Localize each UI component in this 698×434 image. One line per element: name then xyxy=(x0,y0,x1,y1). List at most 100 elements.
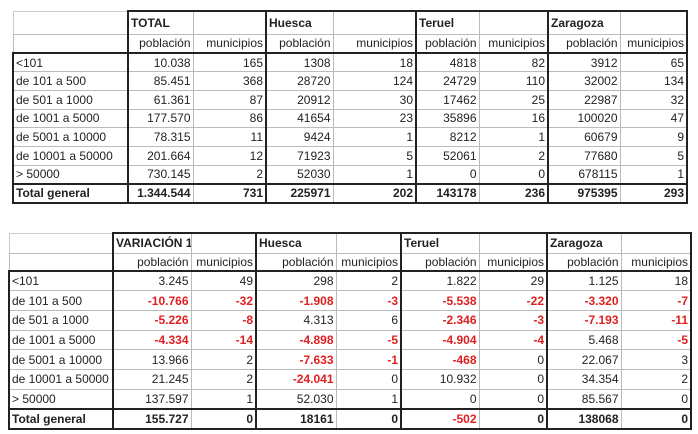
municipios-cell: 0 xyxy=(478,407,548,430)
table-row: de 10001 a 50000 21.245 2 -24.041 0 10.932 0 34… xyxy=(8,368,692,390)
subheader-municipios: municipios xyxy=(192,33,267,54)
poblacion-cell: 10.932 xyxy=(400,368,480,390)
municipios-cell: -5 xyxy=(335,329,402,351)
municipios-cell: 47 xyxy=(619,108,688,129)
group-header: Zaragoza xyxy=(547,10,621,35)
table-row: de 5001 a 10000 13.966 2 -7.633 -1 -468 0 22.06… xyxy=(8,349,692,370)
table-row: <101 10.038 165 1308 18 4818 82 3912 65 xyxy=(12,52,688,73)
municipios-cell: 87 xyxy=(192,89,267,110)
total-row: Total general 1.344.544 731 225971 202 143178… xyxy=(12,182,688,204)
municipios-cell: 11 xyxy=(192,127,267,147)
municipios-cell: 0 xyxy=(478,349,548,370)
group-header: Zaragoza xyxy=(546,232,622,254)
municipios-cell: -14 xyxy=(190,329,257,351)
poblacion-cell: 52.030 xyxy=(255,388,337,410)
municipios-cell: 25 xyxy=(478,89,549,110)
poblacion-cell: 1.125 xyxy=(546,270,622,292)
table-row: de 501 a 1000 61.361 87 20912 30 17462 25 22987… xyxy=(12,89,688,110)
municipios-cell: -7 xyxy=(620,290,692,311)
poblacion-cell: -4.334 xyxy=(112,329,192,351)
row-label: de 5001 a 10000 xyxy=(12,127,129,147)
poblacion-cell: 21.245 xyxy=(112,368,192,390)
group-header: Huesca xyxy=(255,232,337,254)
poblacion-cell: 0 xyxy=(400,388,480,410)
poblacion-cell: -502 xyxy=(400,407,480,430)
subheader-poblacion: población xyxy=(547,33,621,54)
group-header: Huesca xyxy=(265,10,334,35)
municipios-cell: 0 xyxy=(335,368,402,390)
row-label: de 5001 a 10000 xyxy=(8,349,114,370)
poblacion-cell: -2.346 xyxy=(400,309,480,331)
poblacion-cell: 100020 xyxy=(547,108,621,129)
poblacion-cell: 143178 xyxy=(415,182,480,204)
municipios-cell: 2 xyxy=(190,349,257,370)
municipios-cell: 236 xyxy=(478,182,549,204)
municipios-cell: 0 xyxy=(478,164,549,185)
municipios-cell: -32 xyxy=(190,290,257,311)
poblacion-cell: 9424 xyxy=(265,127,334,147)
municipios-cell: 2 xyxy=(190,368,257,390)
subheader-poblacion: población xyxy=(546,252,622,272)
municipios-cell: 0 xyxy=(478,368,548,390)
poblacion-cell: -3.320 xyxy=(546,290,622,311)
municipios-cell: 9 xyxy=(619,127,688,147)
poblacion-cell: 975395 xyxy=(547,182,621,204)
municipios-cell: 0 xyxy=(620,407,692,430)
municipios-cell: 165 xyxy=(192,52,267,73)
municipios-cell: -3 xyxy=(478,309,548,331)
group-header-spacer xyxy=(190,232,257,254)
poblacion-cell: 85.567 xyxy=(546,388,622,410)
poblacion-cell: -5.538 xyxy=(400,290,480,311)
municipios-cell: 6 xyxy=(335,309,402,331)
poblacion-cell: 138068 xyxy=(546,407,622,430)
table-row: de 10001 a 50000 201.664 12 71923 5 52061 2 776… xyxy=(12,145,688,166)
group-header-spacer xyxy=(619,10,688,35)
poblacion-cell: 298 xyxy=(255,270,337,292)
municipios-cell: 5 xyxy=(619,145,688,166)
municipios-cell: 2 xyxy=(478,145,549,166)
subheader-poblacion: población xyxy=(265,33,334,54)
poblacion-cell: -10.766 xyxy=(112,290,192,311)
poblacion-cell: 678115 xyxy=(547,164,621,185)
municipios-cell: 82 xyxy=(478,52,549,73)
municipios-cell: 65 xyxy=(619,52,688,73)
poblacion-cell: 13.966 xyxy=(112,349,192,370)
table-row: de 501 a 1000 -5.226 -8 4.313 6 -2.346 -3 -7.19… xyxy=(8,309,692,331)
corner-cell xyxy=(8,252,114,272)
subheader-municipios: municipios xyxy=(332,33,417,54)
subheader-poblacion: población xyxy=(255,252,337,272)
row-label: de 501 a 1000 xyxy=(12,89,129,110)
municipios-cell: 16 xyxy=(478,108,549,129)
poblacion-cell: 22987 xyxy=(547,89,621,110)
group-header-spacer xyxy=(620,232,692,254)
municipios-cell: 49 xyxy=(190,270,257,292)
subheader-municipios: municipios xyxy=(190,252,257,272)
municipios-cell: 3 xyxy=(620,349,692,370)
municipios-cell: 18 xyxy=(332,52,417,73)
subheader-poblacion: población xyxy=(415,33,480,54)
row-label: > 50000 xyxy=(8,388,114,410)
poblacion-cell: 8212 xyxy=(415,127,480,147)
subheader-municipios: municipios xyxy=(620,252,692,272)
municipios-cell: 293 xyxy=(619,182,688,204)
poblacion-cell: 77680 xyxy=(547,145,621,166)
municipios-cell: -22 xyxy=(478,290,548,311)
poblacion-cell: -5.226 xyxy=(112,309,192,331)
subheader-municipios: municipios xyxy=(478,33,549,54)
municipios-cell: 202 xyxy=(332,182,417,204)
municipios-cell: 1 xyxy=(335,388,402,410)
subheader-poblacion: población xyxy=(400,252,480,272)
municipios-cell: 124 xyxy=(332,71,417,91)
corner-cell xyxy=(8,232,114,254)
poblacion-cell: 28720 xyxy=(265,71,334,91)
population-table: TOTAL Huesca Teruel Zaragoza población munici… xyxy=(12,10,688,204)
municipios-cell: -5 xyxy=(620,329,692,351)
row-label: de 501 a 1000 xyxy=(8,309,114,331)
poblacion-cell: 35896 xyxy=(415,108,480,129)
poblacion-cell: 730.145 xyxy=(127,164,194,185)
poblacion-cell: 137.597 xyxy=(112,388,192,410)
poblacion-cell: 177.570 xyxy=(127,108,194,129)
table-row: > 50000 730.145 2 52030 1 0 0 678115 1 xyxy=(12,164,688,185)
row-label: Total general xyxy=(12,182,129,204)
municipios-cell: 1 xyxy=(619,164,688,185)
